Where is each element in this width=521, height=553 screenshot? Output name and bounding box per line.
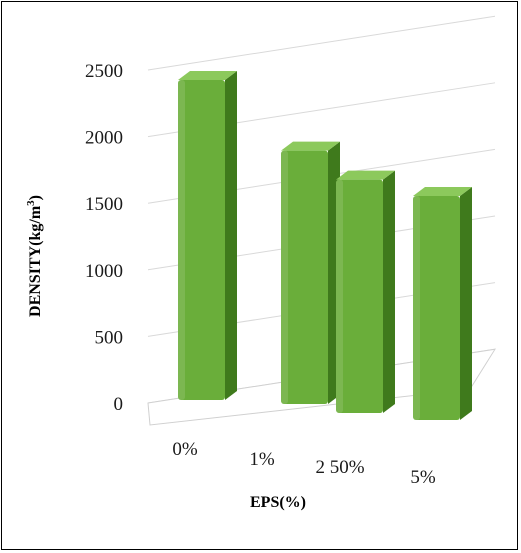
y-tick-label-4: 2000 [85,128,123,149]
x-category-label-0: 0% [172,439,198,460]
bar-side-3 [460,187,472,420]
bar-side-0 [225,71,237,400]
bar-0 [178,71,237,400]
bar-front-3 [413,196,460,420]
bar-1 [281,141,340,404]
y-tick-label-3: 1500 [85,194,123,215]
bar-top-0 [178,71,237,80]
y-axis-ticks: 0 500 1000 1500 2000 2500 [85,61,123,415]
bar-top-2 [336,170,395,180]
x-axis-title: EPS(%) [250,494,306,511]
x-axis-categories: 0% 1% 2 50% 5% [172,439,436,488]
bar-top-1 [281,141,340,151]
bars [178,71,472,420]
y-axis-title-main: DENSITY(kg/m [27,205,44,317]
y-tick-label-5: 2500 [85,61,123,82]
x-category-label-2: 2 50% [315,457,364,478]
bar-front-1 [281,150,328,404]
y-axis-title-superscript: 3 [25,200,37,206]
bar-front-0 [178,80,225,400]
bar-front-2 [336,179,383,413]
y-axis-title: DENSITY(kg/m3) [25,195,44,317]
y-axis-title-close: ) [27,195,44,200]
y-tick-label-2: 1000 [85,261,123,282]
x-category-label-3: 5% [410,467,436,488]
bar-3 [413,187,472,420]
x-category-label-1: 1% [249,449,275,470]
y-tick-label-0: 0 [114,394,124,415]
bar-top-3 [413,187,472,196]
bar-highlight-3 [413,196,420,420]
bar-side-2 [383,170,395,413]
bar-highlight-1 [281,150,288,404]
bar-2 [336,170,395,413]
y-tick-label-1: 500 [95,327,124,348]
gridline-5 [147,15,496,71]
bar-highlight-0 [178,80,185,400]
bar-highlight-2 [336,179,343,413]
